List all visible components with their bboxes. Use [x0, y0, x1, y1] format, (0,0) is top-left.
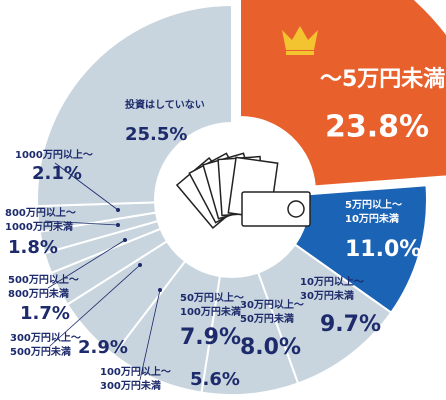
value-label: 25.5% [125, 124, 187, 145]
leader-line [54, 162, 119, 211]
category-label: 300万円以上～ [10, 331, 81, 344]
value-label: 1.7% [20, 303, 70, 324]
value-label: 9.7% [320, 312, 381, 337]
category-label: 500万円以上～ [8, 273, 79, 286]
leader-line [139, 289, 161, 381]
center-illustration [154, 122, 311, 278]
leader-line [49, 264, 141, 347]
category-label: 1000万円未満 [5, 220, 73, 233]
category-label: 50万円未満 [240, 312, 294, 325]
labels: ～5万円未満 23.8% 5万円以上～10万円未満 11.0% 10万円以上～30万円未… [5, 66, 445, 392]
value-label: 2.9% [78, 337, 128, 358]
value-label: 23.8% [325, 110, 429, 145]
category-label: 10万円未満 [345, 212, 399, 225]
category-label: 50万円以上～ [180, 291, 244, 304]
category-label: 30万円以上～ [240, 298, 304, 311]
category-label: 100万円未満 [180, 305, 241, 318]
slices [36, 0, 446, 396]
value-label: 7.9% [180, 325, 241, 350]
category-label: 5万円以上～ [345, 198, 402, 211]
crown [282, 26, 318, 55]
category-label: ～5万円未満 [320, 66, 445, 92]
category-label: 10万円以上～ [300, 275, 364, 288]
category-label: 500万円未満 [10, 345, 71, 358]
category-label: 30万円未満 [300, 289, 354, 302]
leader-line [44, 220, 119, 226]
category-label: 800万円未満 [8, 287, 69, 300]
category-label: 100万円以上～ [100, 365, 171, 378]
value-label: 11.0% [345, 237, 421, 262]
leader-line [47, 239, 126, 289]
category-label: 800万円以上～ [5, 206, 76, 219]
category-label: 300万円未満 [100, 379, 161, 392]
value-label: 8.0% [240, 335, 301, 360]
value-label: 2.1% [32, 163, 82, 184]
category-label: 1000万円以上～ [15, 148, 93, 161]
value-label: 1.8% [8, 237, 58, 258]
value-label: 5.6% [190, 369, 240, 390]
category-label: 投資はしていない [125, 98, 205, 111]
